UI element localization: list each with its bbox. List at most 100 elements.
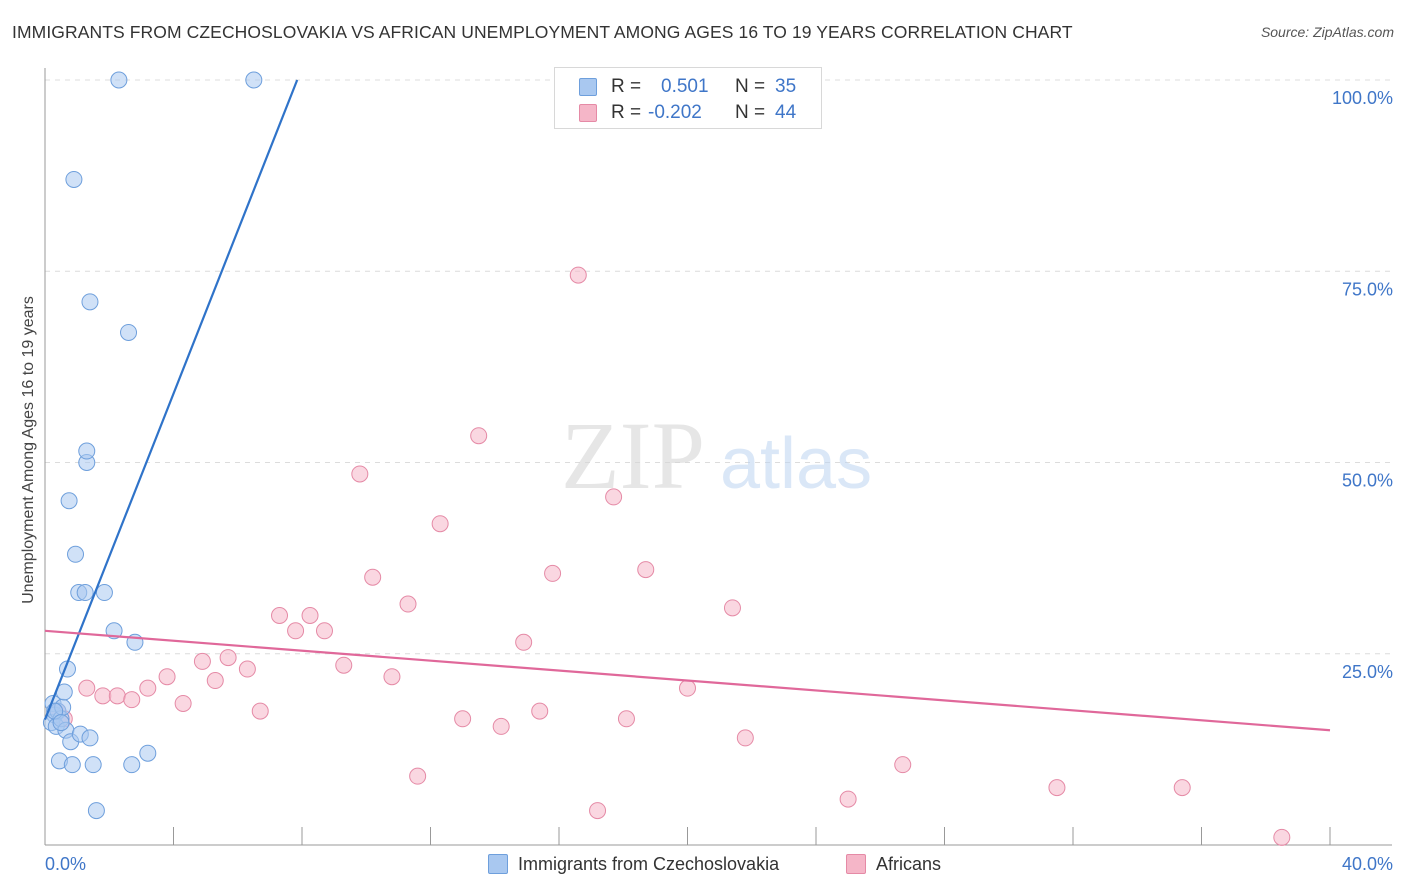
y-axis-label: Unemployment Among Ages 16 to 19 years [20,296,38,604]
czechoslovakia-points [42,71,263,820]
data-point-africans [839,790,857,808]
watermark-atlas: atlas [720,424,872,504]
data-point-africans [399,595,417,613]
data-point-africans [383,668,401,686]
data-point-africans [515,633,533,651]
y-tick-label: 25.0% [1342,662,1393,682]
data-point-czechoslovakia [139,744,157,762]
x-tick-labels: 0.0% 40.0% [45,854,1393,874]
data-point-czechoslovakia [87,802,105,820]
data-point-africans [335,656,353,674]
data-point-africans [364,568,382,586]
data-point-africans [679,679,696,697]
gridlines [45,79,1392,655]
n-value: 35 [775,76,797,97]
data-point-africans [637,561,655,579]
data-point-czechoslovakia [52,714,70,732]
data-point-africans [569,266,587,284]
n-label: N = [735,76,766,97]
stats-swatch-pink [579,104,597,122]
data-point-africans [454,710,472,728]
data-point-czechoslovakia [81,729,99,747]
data-point-czechoslovakia [60,492,78,510]
y-tick-label: 50.0% [1342,471,1393,491]
y-tick-label: 100.0% [1332,88,1393,108]
africans-points [49,266,1291,846]
data-point-czechoslovakia [78,442,96,460]
data-point-africans [94,687,112,705]
trend-lines [43,79,1331,732]
x-tick-label: 0.0% [45,854,86,874]
data-point-africans [301,607,319,624]
data-point-africans [617,710,635,728]
r-label: R = [611,76,642,97]
n-label: N = [735,102,766,123]
data-point-africans [605,488,623,506]
legend-swatch-pink [846,854,866,874]
data-point-africans [431,515,449,533]
data-point-africans [206,672,224,690]
data-point-africans [723,599,741,617]
data-point-czechoslovakia [81,293,99,311]
data-point-africans [894,756,912,774]
data-point-africans [158,668,176,686]
legend-item-africans[interactable]: Africans [846,854,941,875]
watermark-zip: ZIP [561,402,705,509]
trend-line-africans [44,629,1331,732]
data-point-africans [78,679,96,697]
data-point-czechoslovakia [110,71,128,89]
data-point-czechoslovakia [84,756,102,774]
data-point-czechoslovakia [63,756,81,774]
correlation-stats-box: R = 0.501 N = 35 R = -0.202 N = 44 [554,67,822,129]
data-point-czechoslovakia [67,545,85,563]
data-point-africans [1173,779,1191,797]
r-label: R = [611,102,642,123]
data-point-africans [492,717,510,735]
y-axis-label-wrap: Unemployment Among Ages 16 to 19 years [12,80,46,820]
data-point-africans [409,767,427,785]
y-tick-labels: 25.0% 50.0% 75.0% 100.0% [1332,88,1393,682]
data-point-africans [271,607,289,624]
legend-swatch-blue [488,854,508,874]
data-point-africans [1048,779,1066,797]
source-credit: Source: ZipAtlas.com [1260,24,1394,40]
chart-legend: Immigrants from Czechoslovakia Africans [0,850,1406,880]
legend-label: Immigrants from Czechoslovakia [518,854,780,874]
stats-swatch-blue [579,78,597,96]
data-point-africans [219,649,237,667]
data-point-czechoslovakia [123,756,141,774]
legend-label: Africans [876,854,942,874]
data-point-africans [123,691,141,709]
data-point-africans [251,702,269,720]
n-value: 44 [775,102,797,123]
data-point-africans [351,465,369,483]
data-point-africans [139,679,157,697]
data-point-africans [193,652,211,670]
legend-item-czechoslovakia[interactable]: Immigrants from Czechoslovakia [488,854,779,875]
data-point-africans [287,622,305,640]
chart-title: IMMIGRANTS FROM CZECHOSLOVAKIA VS AFRICA… [12,22,1073,42]
data-point-czechoslovakia [120,323,138,341]
data-point-africans [238,660,256,678]
y-tick-label: 75.0% [1342,279,1393,299]
x-tick-label: 40.0% [1342,854,1393,874]
data-point-africans [589,802,607,820]
data-point-czechoslovakia [245,71,263,89]
data-point-czechoslovakia [95,584,113,602]
trend-line-czechoslovakia [43,79,299,720]
r-value: -0.202 [648,102,702,123]
data-point-africans [315,622,333,640]
watermark: ZIP atlas [561,402,872,509]
data-point-africans [544,564,562,582]
data-point-africans [736,729,754,747]
r-value: 0.501 [661,76,709,97]
data-point-africans [108,687,126,705]
data-point-africans [1273,828,1291,846]
data-point-africans [174,694,192,712]
data-point-czechoslovakia [65,170,83,188]
data-point-czechoslovakia [76,584,94,602]
data-point-africans [531,702,549,720]
data-point-africans [470,427,488,445]
axes [44,68,1392,846]
